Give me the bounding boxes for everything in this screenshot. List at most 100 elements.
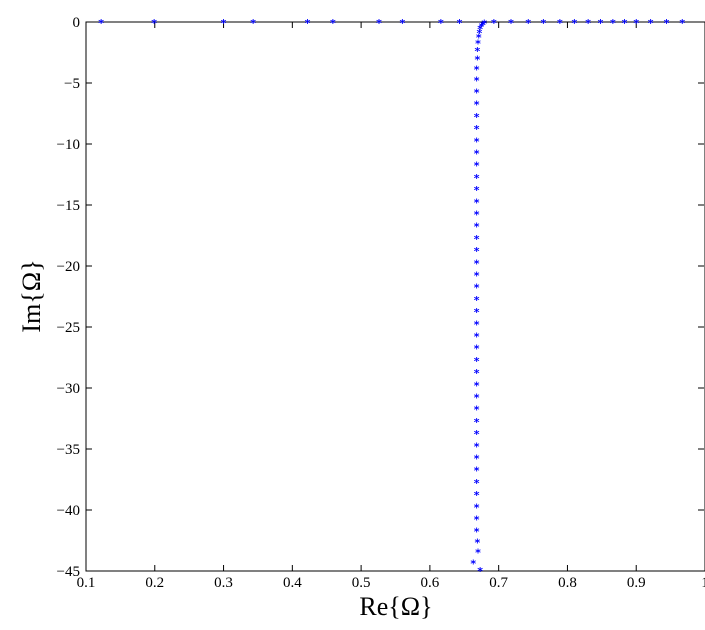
axis-ticks (85, 21, 705, 572)
x-tick-label: 0.1 (77, 575, 96, 591)
tick-labels: 0.1 0.2 0.3 0.4 0.5 0.6 0.7 0.8 0.9 1 0 −5 −10 −15 −20… (57, 15, 705, 591)
y-tick-label: −15 (57, 198, 80, 214)
data-point: * (474, 209, 480, 222)
data-point: * (474, 501, 480, 514)
data-point: * (474, 477, 480, 490)
data-points: * * * * * * * * * * * * * * * * * * * * * * * *****************… (98, 17, 685, 578)
data-point: * (250, 17, 256, 30)
data-point: * (399, 17, 405, 30)
data-point: * (474, 54, 480, 67)
data-point: * (474, 367, 480, 380)
data-point: * (474, 172, 480, 185)
data-point: * (477, 565, 483, 578)
data-point: * (474, 355, 480, 368)
data-point: * (474, 196, 480, 209)
x-tick-label: 1 (701, 575, 705, 591)
y-tick-label: −10 (57, 137, 80, 153)
data-point: * (474, 404, 480, 417)
data-point: * (598, 17, 604, 30)
y-tick-label: 0 (73, 15, 81, 31)
data-point: * (474, 74, 480, 87)
data-point: * (474, 318, 480, 331)
y-tick-label: −20 (57, 259, 80, 275)
data-point: * (474, 306, 480, 319)
data-point: * (571, 17, 577, 30)
data-point: * (633, 17, 639, 30)
data-point: * (508, 17, 514, 30)
data-point: * (474, 465, 480, 478)
x-tick-label: 0.6 (421, 575, 440, 591)
data-point: * (585, 17, 591, 30)
data-point: * (474, 245, 480, 258)
data-point: * (474, 331, 480, 344)
data-point: * (474, 282, 480, 295)
data-point: * (221, 17, 227, 30)
data-point: * (479, 21, 485, 34)
data-point: * (477, 27, 483, 40)
data-point: * (474, 63, 480, 76)
data-point: * (474, 233, 480, 246)
data-point: * (470, 557, 476, 570)
y-axis-label: Im{Ω} (17, 259, 46, 332)
data-point: * (474, 537, 480, 550)
y-tick-label: −40 (57, 503, 80, 519)
data-point: * (622, 17, 628, 30)
data-point: * (474, 428, 480, 441)
x-tick-label: 0.4 (283, 575, 302, 591)
data-point: * (474, 440, 480, 453)
x-tick-label: 0.7 (489, 575, 508, 591)
data-point: * (474, 123, 480, 136)
data-point: * (438, 17, 444, 30)
data-point: * (664, 17, 670, 30)
data-point: * (474, 87, 480, 100)
data-point: * (540, 17, 546, 30)
data-point: * (98, 17, 104, 30)
data-point: * (474, 160, 480, 173)
data-point: * (474, 45, 480, 58)
x-tick-label: 0.3 (214, 575, 233, 591)
data-point: * (480, 19, 486, 32)
data-point: * (474, 343, 480, 356)
data-point: * (474, 453, 480, 466)
y-tick-label: −5 (64, 76, 80, 92)
y-tick-label: −35 (57, 442, 80, 458)
data-point: * (491, 17, 497, 30)
data-point: * (474, 270, 480, 283)
data-point: * (474, 184, 480, 197)
x-axis-label: Re{Ω} (359, 592, 432, 621)
data-point: * (648, 17, 654, 30)
data-point: * (557, 17, 563, 30)
x-tick-label: 0.8 (558, 575, 577, 591)
data-point: * (474, 111, 480, 124)
data-point: * (475, 546, 481, 559)
data-point: * (474, 135, 480, 148)
data-point: * (474, 514, 480, 527)
data-point: * (330, 17, 336, 30)
x-tick-label: 0.5 (352, 575, 371, 591)
data-point: * (151, 17, 157, 30)
data-point: * (474, 416, 480, 429)
data-point: * (476, 32, 482, 45)
data-point: * (474, 526, 480, 539)
data-point: * (474, 379, 480, 392)
data-point: * (481, 18, 487, 31)
data-point: * (474, 257, 480, 270)
data-point: * (474, 294, 480, 307)
data-point: * (376, 17, 382, 30)
data-point: * (525, 17, 531, 30)
data-point: * (679, 17, 685, 30)
data-point: * (474, 148, 480, 161)
x-tick-label: 0.2 (145, 575, 164, 591)
data-point: * (475, 38, 481, 51)
y-tick-label: −30 (57, 381, 80, 397)
data-point: * (474, 99, 480, 112)
data-point: * (474, 221, 480, 234)
data-point: * (305, 17, 311, 30)
plot-area (85, 21, 705, 572)
y-tick-label: −45 (57, 564, 80, 580)
y-tick-label: −25 (57, 320, 80, 336)
x-tick-label: 0.9 (627, 575, 646, 591)
data-point: * (457, 17, 463, 30)
data-point: * (477, 23, 483, 36)
